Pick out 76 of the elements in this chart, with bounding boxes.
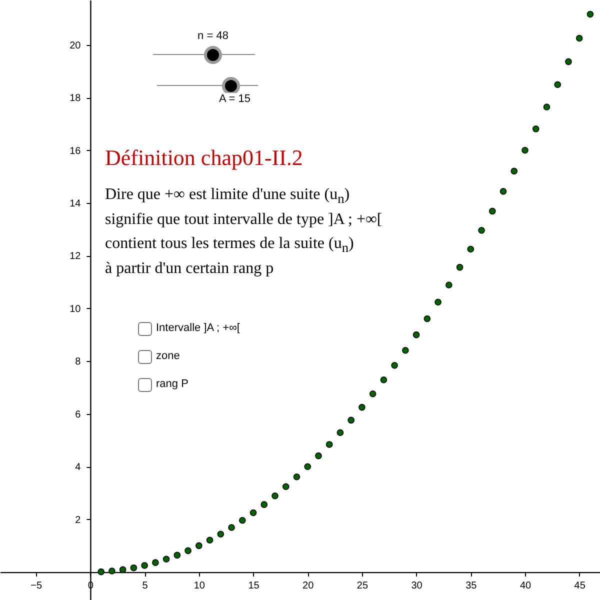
point xyxy=(586,10,594,18)
point xyxy=(196,542,202,550)
point xyxy=(206,536,214,544)
point xyxy=(119,566,126,574)
y-tick-label: 4 xyxy=(75,462,82,474)
point xyxy=(108,568,116,574)
point xyxy=(500,188,507,195)
x-tick-label: 35 xyxy=(466,580,478,592)
point xyxy=(162,556,170,563)
point xyxy=(510,168,518,174)
x-tick-label: 45 xyxy=(574,580,586,592)
point xyxy=(348,416,354,424)
point xyxy=(217,530,224,538)
y-tick-label: 12 xyxy=(70,251,82,262)
point xyxy=(532,126,540,132)
point xyxy=(446,282,452,288)
x-tick-label: 15 xyxy=(248,580,260,592)
point xyxy=(315,452,322,460)
point xyxy=(467,246,474,253)
point xyxy=(576,34,583,42)
point xyxy=(358,404,366,411)
x-tick-label: −5 xyxy=(30,580,43,592)
y-tick-label: 18 xyxy=(70,93,82,104)
x-tick-label: 40 xyxy=(520,580,532,592)
point xyxy=(282,483,290,490)
point xyxy=(272,492,278,500)
point xyxy=(565,58,572,66)
annotation: Dire que +∞ est limite d'une suite (u$_{n}$) xyxy=(105,186,350,208)
y-tick-label: 10 xyxy=(70,304,82,315)
point xyxy=(293,473,300,480)
annotation: à partir d'un certain rang p xyxy=(105,260,274,278)
annotation: rang P xyxy=(156,378,188,390)
point xyxy=(174,552,181,559)
y-tick-label: 6 xyxy=(75,409,82,420)
y-tick-label: 8 xyxy=(75,356,82,368)
point xyxy=(98,568,104,576)
point xyxy=(141,562,148,569)
y-tick-label: 2 xyxy=(75,514,82,526)
x-tick-label: 20 xyxy=(302,580,314,592)
point xyxy=(543,104,550,110)
y-tick-label: 20 xyxy=(70,40,82,52)
point xyxy=(228,524,235,531)
point xyxy=(402,346,409,354)
point xyxy=(412,331,420,338)
point xyxy=(424,315,431,322)
annotation: A = 15 xyxy=(219,93,251,105)
annotation: signifie que tout intervalle de type ]A ; +∞[ xyxy=(105,210,382,228)
point xyxy=(456,264,464,271)
point xyxy=(522,146,528,154)
point xyxy=(260,501,268,508)
point xyxy=(304,463,312,470)
point xyxy=(336,429,344,436)
point xyxy=(554,81,562,88)
x-tick-label: 5 xyxy=(142,580,148,592)
point xyxy=(130,564,138,572)
point xyxy=(488,208,496,215)
point xyxy=(184,547,192,554)
point xyxy=(391,362,398,369)
y-tick-label: 14 xyxy=(70,198,82,210)
point xyxy=(369,390,376,398)
point xyxy=(152,559,159,566)
point xyxy=(434,298,442,306)
point xyxy=(250,509,257,516)
annotation: contient tous les termes de la suite (u$_{n}$) xyxy=(105,235,354,256)
text: Définition chap01-II.2 xyxy=(105,145,303,171)
point xyxy=(380,376,388,384)
annotation: Intervalle ]A ; +∞[ xyxy=(156,322,240,334)
point xyxy=(478,227,485,234)
annotation: n = 48 xyxy=(198,30,228,42)
x-tick-label: 30 xyxy=(411,580,423,592)
x-tick-label: 25 xyxy=(356,580,368,592)
point xyxy=(326,441,333,448)
x-tick-label: 10 xyxy=(194,580,206,592)
point xyxy=(238,516,246,524)
annotation: zone xyxy=(156,350,180,362)
y-tick-label: 16 xyxy=(70,146,82,157)
